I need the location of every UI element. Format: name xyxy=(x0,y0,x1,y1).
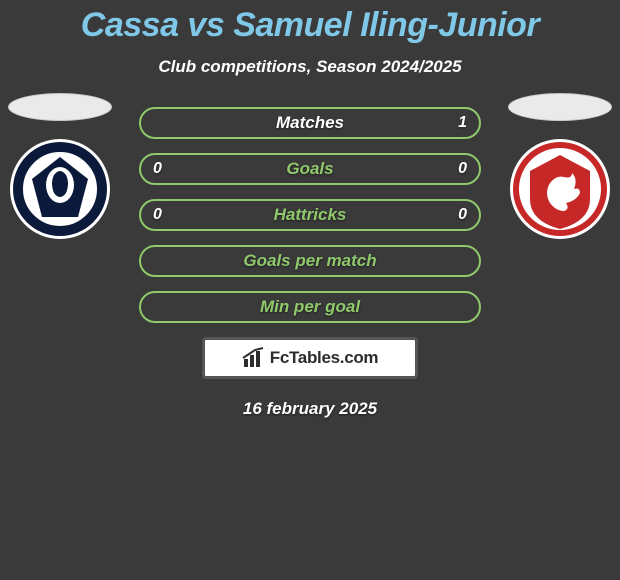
stat-row-goals-per-match: Goals per match xyxy=(139,245,481,277)
stat-rows: Matches 1 0 Goals 0 0 Hattricks 0 Goals … xyxy=(139,107,481,323)
stat-right-value: 1 xyxy=(458,114,467,132)
stat-label: Hattricks xyxy=(274,205,347,225)
club-crest-right xyxy=(510,139,610,239)
stat-right-value: 0 xyxy=(458,160,467,178)
stat-label: Matches xyxy=(276,113,344,133)
stat-label: Goals per match xyxy=(243,251,376,271)
date: 16 february 2025 xyxy=(243,399,377,419)
stat-row-goals: 0 Goals 0 xyxy=(139,153,481,185)
stat-label: Min per goal xyxy=(260,297,360,317)
stat-left-value: 0 xyxy=(153,160,162,178)
flag-oval-right xyxy=(508,93,612,121)
crest-right-icon xyxy=(510,139,610,239)
stat-row-hattricks: 0 Hattricks 0 xyxy=(139,199,481,231)
flag-oval-left xyxy=(8,93,112,121)
stat-row-min-per-goal: Min per goal xyxy=(139,291,481,323)
stat-right-value: 0 xyxy=(458,206,467,224)
crest-left-icon xyxy=(10,139,110,239)
main-area: Matches 1 0 Goals 0 0 Hattricks 0 Goals … xyxy=(0,107,620,323)
stat-label: Goals xyxy=(286,159,333,179)
stat-left-value: 0 xyxy=(153,206,162,224)
brand-text: FcTables.com xyxy=(270,348,379,368)
page-title: Cassa vs Samuel Iling-Junior xyxy=(81,6,539,45)
brand-box: FcTables.com xyxy=(202,337,418,379)
player-left-column xyxy=(8,93,112,239)
page-subtitle: Club competitions, Season 2024/2025 xyxy=(158,57,461,77)
player-right-column xyxy=(508,93,612,239)
club-crest-left xyxy=(10,139,110,239)
bar-chart-icon xyxy=(242,347,266,369)
comparison-card: Cassa vs Samuel Iling-Junior Club compet… xyxy=(0,0,620,580)
stat-row-matches: Matches 1 xyxy=(139,107,481,139)
